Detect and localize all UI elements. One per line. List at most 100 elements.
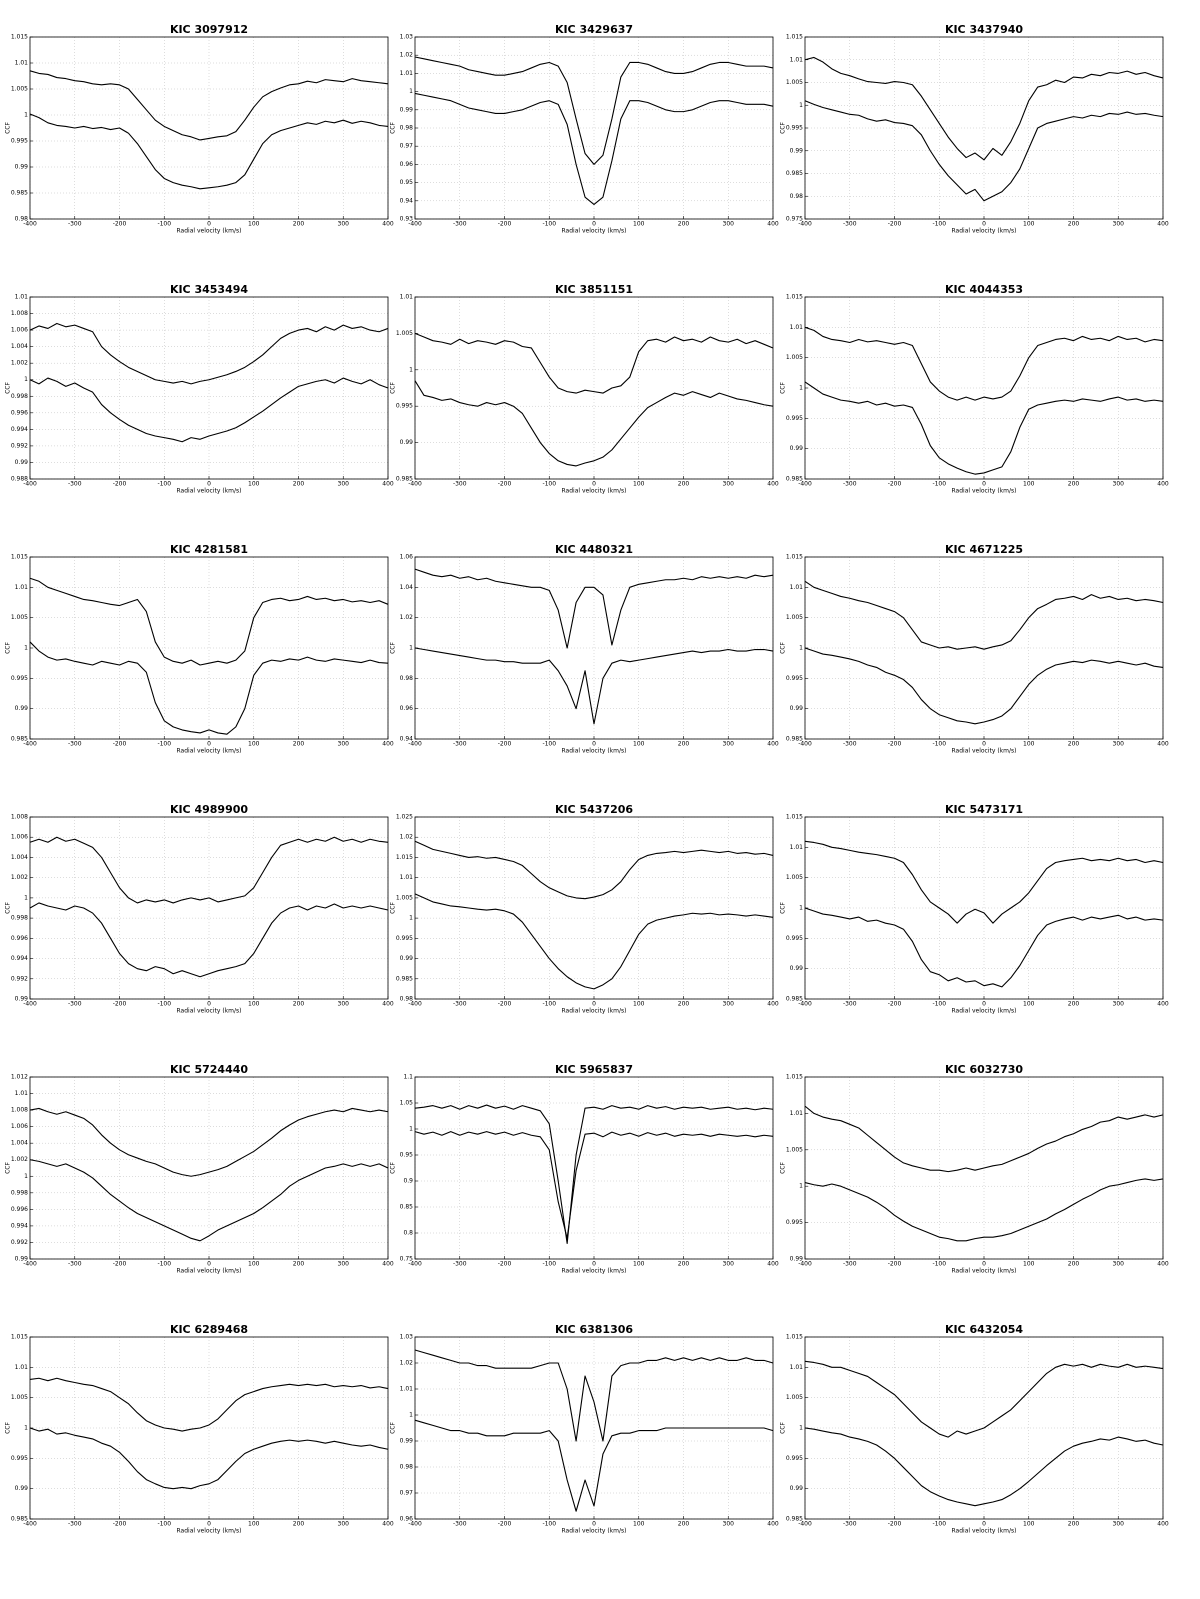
y-tick-label: 0.85 <box>400 1204 414 1211</box>
y-tick-label: 0.995 <box>786 935 803 942</box>
x-tick-label: -400 <box>23 1261 37 1268</box>
panel-title: KIC 4480321 <box>555 543 633 556</box>
y-tick-label: 0.99 <box>790 1256 804 1263</box>
x-tick-label: -100 <box>542 1521 556 1528</box>
y-tick-label: 1.01 <box>790 324 804 331</box>
x-tick-label: -200 <box>498 1521 512 1528</box>
y-tick-label: 0.94 <box>400 736 414 743</box>
x-tick-label: 400 <box>767 1001 779 1008</box>
plot-frame <box>414 36 774 220</box>
y-tick-label: 1.02 <box>400 614 414 621</box>
y-tick-label: 1.01 <box>400 294 414 301</box>
x-axis-label: Radial velocity (km/s) <box>177 228 242 235</box>
x-tick-label: -400 <box>798 221 812 228</box>
x-tick-label: -300 <box>843 741 857 748</box>
ccf-line <box>804 580 1164 650</box>
x-tick-label: -300 <box>453 1001 467 1008</box>
y-tick-label: 1.005 <box>11 614 28 621</box>
y-tick-label: 1.006 <box>11 1123 28 1130</box>
x-axis-label: Radial velocity (km/s) <box>952 1008 1017 1015</box>
y-tick-label: 0.995 <box>786 125 803 132</box>
x-tick-label: -200 <box>498 221 512 228</box>
x-tick-label: -400 <box>408 1521 422 1528</box>
panel-title: KIC 6381306 <box>555 1323 633 1336</box>
y-tick-label: 1.015 <box>786 814 803 821</box>
x-tick-label: -300 <box>68 1521 82 1528</box>
x-tick-label: -200 <box>888 221 902 228</box>
x-tick-label: 400 <box>382 481 394 488</box>
y-tick-label: 1.01 <box>15 294 29 301</box>
y-tick-label: 0.99 <box>15 1485 29 1492</box>
x-tick-label: -100 <box>157 481 171 488</box>
panel-title: KIC 4671225 <box>945 543 1023 556</box>
y-tick-label: 0.995 <box>11 675 28 682</box>
x-tick-label: 0 <box>207 1001 211 1008</box>
x-tick-label: -200 <box>498 1261 512 1268</box>
y-axis-label: CCF <box>5 642 12 654</box>
y-tick-label: 0.975 <box>786 216 803 223</box>
y-tick-label: 1 <box>799 1183 803 1190</box>
y-tick-label: 1.005 <box>786 1394 803 1401</box>
plot-frame <box>29 816 389 1000</box>
y-tick-label: 0.998 <box>11 915 28 922</box>
y-tick-label: 1.04 <box>400 584 414 591</box>
x-tick-label: -200 <box>888 1521 902 1528</box>
x-tick-label: 200 <box>293 221 305 228</box>
y-tick-label: 1 <box>409 366 413 373</box>
y-tick-label: 0.98 <box>790 193 804 200</box>
x-tick-label: -200 <box>888 1261 902 1268</box>
ccf-line <box>414 92 774 205</box>
y-axis-label: CCF <box>390 642 397 654</box>
x-tick-label: 100 <box>633 481 645 488</box>
ccf-line <box>804 1360 1164 1438</box>
y-tick-label: 1 <box>799 385 803 392</box>
x-tick-label: 200 <box>678 1521 690 1528</box>
x-tick-label: 0 <box>592 1001 596 1008</box>
x-tick-label: -100 <box>932 741 946 748</box>
x-tick-label: 200 <box>1068 1261 1080 1268</box>
x-tick-label: -100 <box>542 741 556 748</box>
y-tick-label: 0.996 <box>11 935 28 942</box>
x-tick-label: -200 <box>888 1001 902 1008</box>
x-tick-label: -100 <box>157 1521 171 1528</box>
x-tick-label: -400 <box>798 481 812 488</box>
x-tick-label: 400 <box>1157 481 1169 488</box>
y-tick-label: 1.01 <box>790 1110 804 1117</box>
x-tick-label: -300 <box>843 481 857 488</box>
y-tick-label: 1.004 <box>11 854 28 861</box>
x-tick-label: -300 <box>68 1001 82 1008</box>
x-tick-label: 100 <box>633 221 645 228</box>
plot-frame <box>804 816 1164 1000</box>
y-tick-label: 1.005 <box>11 86 28 93</box>
y-tick-label: 1.005 <box>786 354 803 361</box>
y-tick-label: 0.995 <box>786 1219 803 1226</box>
y-tick-label: 0.95 <box>400 1152 414 1159</box>
y-tick-label: 0.985 <box>786 476 803 483</box>
y-tick-label: 0.996 <box>11 1206 28 1213</box>
x-tick-label: -100 <box>157 221 171 228</box>
x-tick-label: 400 <box>1157 1001 1169 1008</box>
y-tick-label: 0.995 <box>786 675 803 682</box>
x-tick-label: 300 <box>723 1001 735 1008</box>
y-tick-label: 0.98 <box>15 216 29 223</box>
x-axis-label: Radial velocity (km/s) <box>562 1008 627 1015</box>
y-tick-label: 0.995 <box>11 1455 28 1462</box>
plot-frame <box>29 296 389 480</box>
y-tick-label: 0.96 <box>400 1516 414 1523</box>
x-tick-label: -100 <box>932 1521 946 1528</box>
y-tick-label: 1.05 <box>400 1100 414 1107</box>
x-tick-label: 0 <box>592 1521 596 1528</box>
plot-frame <box>804 296 1164 480</box>
y-tick-label: 0.994 <box>11 426 28 433</box>
panel-title: KIC 5473171 <box>945 803 1023 816</box>
x-axis-label: Radial velocity (km/s) <box>952 748 1017 755</box>
y-tick-label: 0.985 <box>396 975 413 982</box>
y-tick-label: 1 <box>24 1173 28 1180</box>
ccf-line <box>414 840 774 900</box>
x-tick-label: 300 <box>1113 1261 1125 1268</box>
y-axis-label: CCF <box>780 122 787 134</box>
x-tick-label: 400 <box>382 741 394 748</box>
y-tick-label: 0.98 <box>400 125 414 132</box>
x-axis-label: Radial velocity (km/s) <box>562 488 627 495</box>
x-tick-label: 400 <box>382 1521 394 1528</box>
